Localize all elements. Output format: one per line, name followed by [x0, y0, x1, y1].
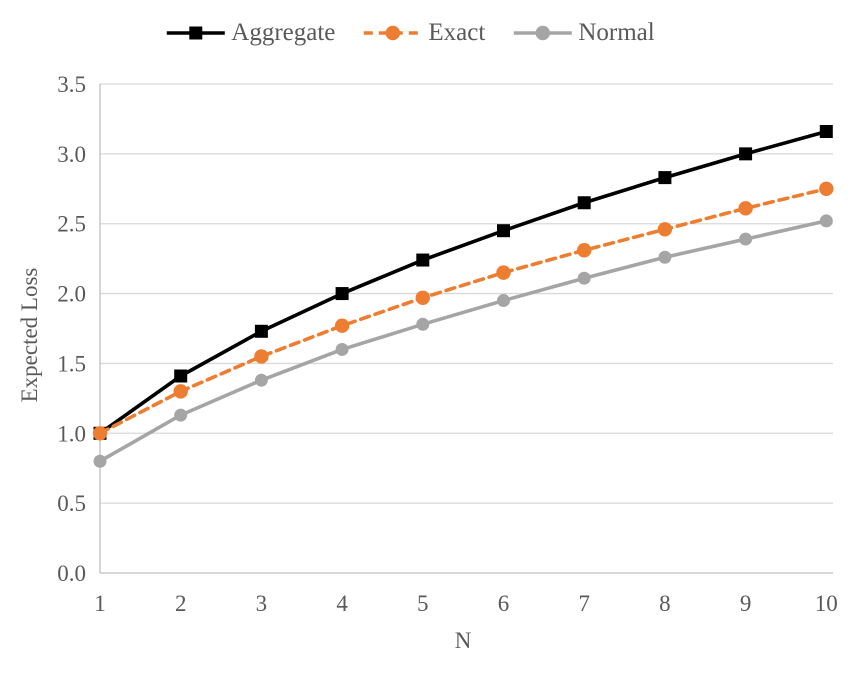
legend-sample-normal-icon: [513, 25, 572, 40]
y-tick-label: 3.5: [57, 72, 86, 97]
series-normal-marker: [819, 214, 833, 228]
series-exact-marker: [173, 384, 188, 399]
y-tick-label: 2.0: [57, 282, 86, 307]
series-aggregate-marker: [174, 369, 188, 383]
series-normal-marker: [658, 250, 672, 264]
y-tick-label: 0.0: [57, 561, 86, 586]
y-tick-label: 1.0: [57, 421, 86, 446]
series-aggregate-marker: [577, 196, 591, 210]
series-exact-marker: [577, 243, 592, 258]
series-exact-marker: [738, 201, 753, 216]
series-normal-marker: [254, 373, 268, 387]
x-tick-label: 4: [336, 591, 348, 616]
series-aggregate-line: [98, 129, 829, 436]
x-tick-label: 7: [578, 591, 590, 616]
legend-item-normal: Normal: [511, 19, 655, 46]
series-exact-marker: [92, 426, 108, 441]
series-aggregate-marker: [739, 147, 753, 161]
series-aggregate-marker: [658, 171, 672, 185]
x-tick-label: 2: [175, 591, 187, 616]
legend-label-aggregate: Aggregate: [231, 19, 336, 46]
series-exact-marker: [415, 290, 430, 305]
y-axis-title: Expected Loss: [17, 267, 42, 403]
x-tick-label: 8: [659, 591, 671, 616]
series-normal-marker: [335, 342, 349, 356]
legend-sample-exact-icon: [363, 25, 422, 40]
x-tick-label: 3: [256, 591, 268, 616]
x-tick-label: 5: [417, 591, 429, 616]
series-normal-marker: [416, 317, 430, 331]
y-tick-label: 2.5: [57, 212, 86, 237]
y-tick-label: 1.5: [57, 351, 86, 376]
series-exact-marker: [819, 181, 834, 196]
series-aggregate-marker: [819, 125, 833, 139]
legend-label-normal: Normal: [578, 19, 655, 46]
series-aggregate-marker: [254, 324, 268, 338]
series-exact-marker: [496, 265, 511, 280]
series-exact-marker: [334, 318, 350, 333]
x-tick-label: 1: [94, 591, 106, 616]
legend-label-exact: Exact: [428, 19, 486, 46]
legend-item-exact: Exact: [361, 20, 485, 45]
series-normal-line: [98, 219, 829, 464]
series-aggregate-marker: [335, 287, 349, 301]
series-normal-marker: [93, 454, 107, 468]
series-aggregate-marker: [497, 224, 510, 238]
x-tick-label: 9: [740, 591, 752, 616]
series-exact-marker: [254, 349, 269, 364]
series-aggregate-marker: [416, 253, 430, 267]
series-exact-line: [98, 186, 829, 436]
x-tick-label: 10: [815, 591, 838, 616]
legend-item-aggregate: Aggregate: [164, 20, 335, 45]
y-tick-label: 3.0: [57, 142, 86, 167]
series-normal-marker: [739, 232, 753, 246]
series-normal-marker: [497, 294, 510, 308]
legend-sample-aggregate-icon: [166, 26, 225, 39]
legend: Aggregate Exact Normal: [164, 19, 655, 46]
series-exact-marker: [657, 222, 673, 237]
x-axis-title: N: [454, 628, 472, 653]
x-tick-label: 6: [498, 591, 510, 616]
series-normal-marker: [174, 408, 188, 422]
y-tick-label: 0.5: [57, 491, 86, 516]
series-normal-marker: [577, 271, 591, 285]
